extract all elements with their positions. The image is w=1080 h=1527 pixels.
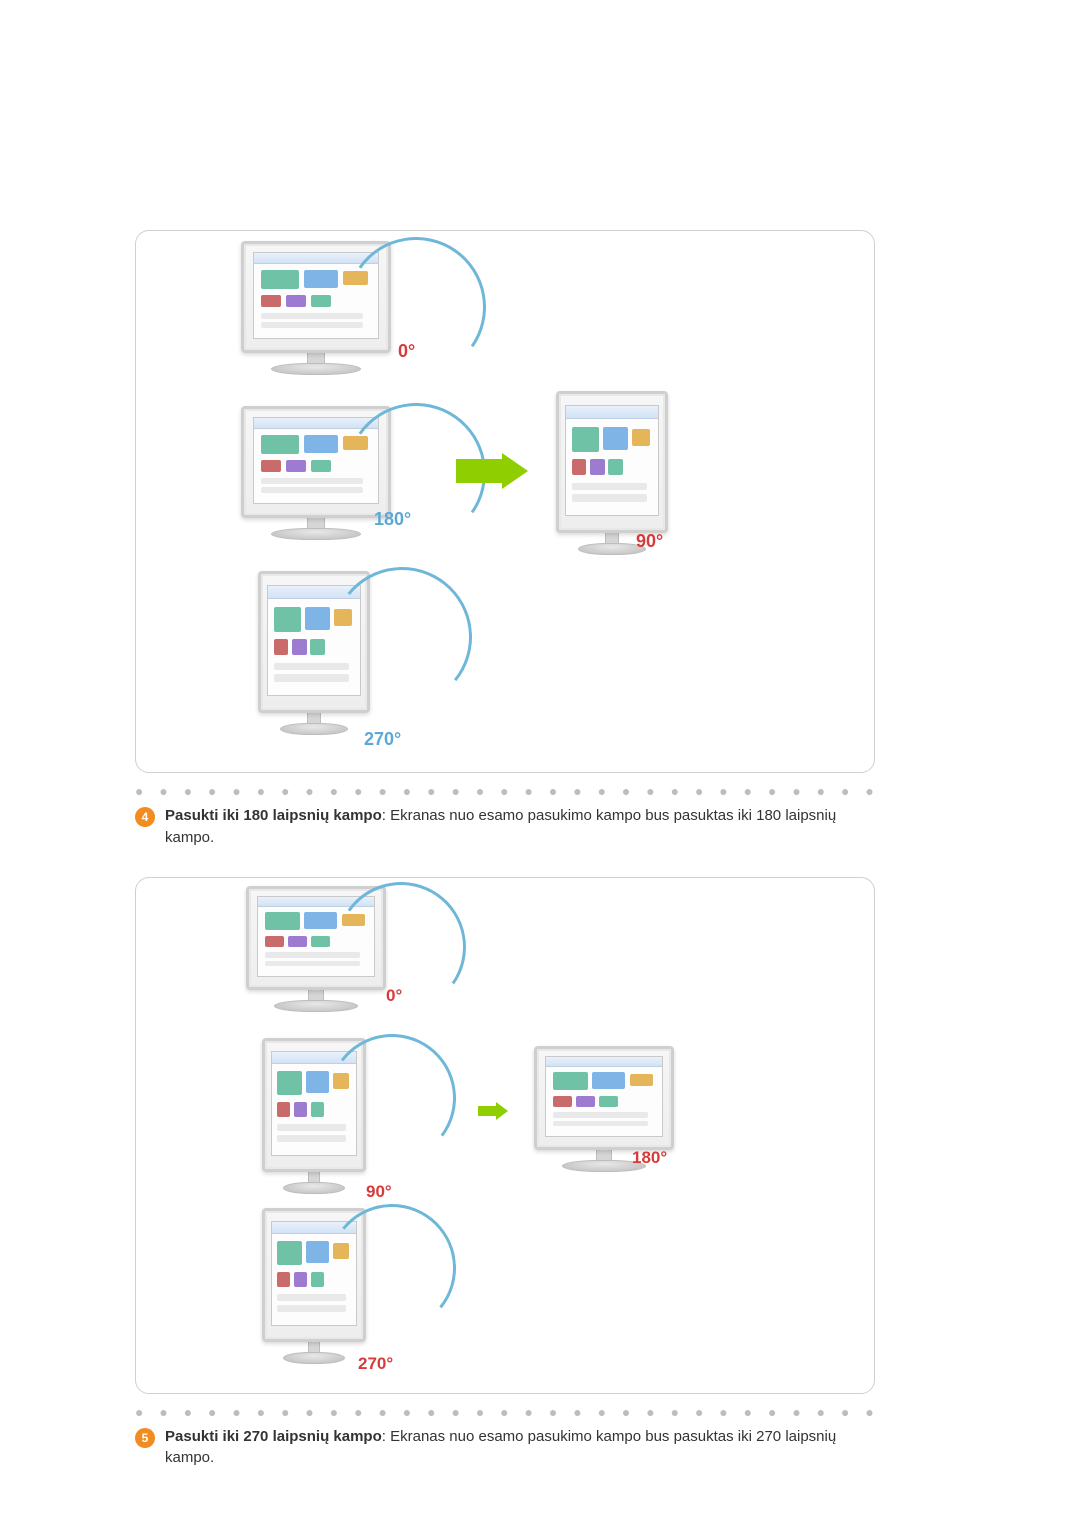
caption-row-4: 4 Pasukti iki 180 laipsnių kampo: Ekrana… [135,805,875,849]
angle-label-180: 180° [374,509,411,530]
caption-row-5: 5 Pasukti iki 270 laipsnių kampo: Ekrana… [135,1426,875,1470]
angle-label-270: 270° [364,729,401,750]
angle-label-0: 0° [386,986,402,1006]
caption-text-4: Pasukti iki 180 laipsnių kampo: Ekranas … [165,805,875,849]
angle-label-90: 90° [636,531,663,552]
diagram-panel-1: 0° 180° 90° [135,230,875,773]
caption-bold: Pasukti iki 270 laipsnių kampo [165,1428,382,1445]
divider-dots: ● ● ● ● ● ● ● ● ● ● ● ● ● ● ● ● ● ● ● ● … [135,783,875,799]
diagram-panel-2: 0° 90° 180° [135,877,875,1394]
angle-label-270: 270° [358,1354,393,1374]
caption-text-5: Pasukti iki 270 laipsnių kampo: Ekranas … [165,1426,875,1470]
divider-dots: ● ● ● ● ● ● ● ● ● ● ● ● ● ● ● ● ● ● ● ● … [135,1404,875,1420]
angle-label-180: 180° [632,1148,667,1168]
angle-label-90: 90° [366,1182,392,1202]
step-badge-4: 4 [135,807,155,827]
step-badge-5: 5 [135,1428,155,1448]
angle-label-0: 0° [398,341,415,362]
caption-bold: Pasukti iki 180 laipsnių kampo [165,807,382,824]
